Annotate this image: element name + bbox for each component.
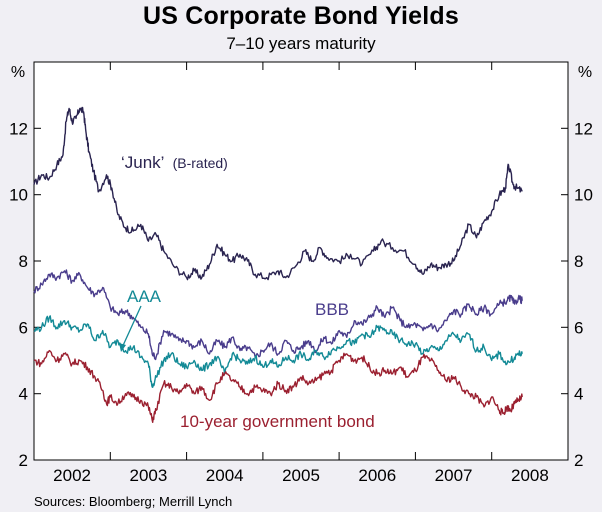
y-tick-label-left-8: 8 — [19, 252, 28, 271]
y-tick-label-right-2: 2 — [574, 451, 583, 470]
junk-label: ‘Junk’ (B-rated) — [121, 153, 228, 172]
aaa-label: AAA — [127, 287, 162, 306]
x-ticks: 2002 2003 2004 2005 2006 2007 2008 — [53, 466, 549, 485]
source-note: Sources: Bloomberg; Merrill Lynch — [34, 494, 233, 509]
y-tick-label-left-6: 6 — [19, 318, 28, 337]
y-ticks: 2 2 4 4 6 6 8 8 10 10 12 12 — [9, 119, 593, 470]
y-tick-label-right-8: 8 — [574, 252, 583, 271]
junk-label-main: ‘Junk’ — [121, 153, 164, 172]
x-tick-label-2004: 2004 — [206, 466, 244, 485]
x-tick-label-2003: 2003 — [129, 466, 167, 485]
x-tick-label-2008: 2008 — [511, 466, 549, 485]
axis-labels: % % — [11, 64, 592, 81]
bbb-label: BBB — [315, 300, 349, 319]
chart-subtitle: 7–10 years maturity — [226, 34, 376, 53]
x-tick-label-2002: 2002 — [53, 466, 91, 485]
series-line-aaa — [33, 315, 523, 388]
series-labels: ‘Junk’ (B-rated) AAA BBB 10-year governm… — [119, 153, 375, 431]
y-tick-label-left-2: 2 — [19, 451, 28, 470]
x-tick-label-2005: 2005 — [282, 466, 320, 485]
y-tick-label-right-4: 4 — [574, 385, 583, 404]
y-tick-label-left-10: 10 — [9, 186, 28, 205]
series-line-bbb — [33, 269, 523, 361]
chart-title: US Corporate Bond Yields — [143, 2, 459, 30]
x-tick-label-2006: 2006 — [358, 466, 396, 485]
x-tick-label-2007: 2007 — [435, 466, 473, 485]
y-tick-label-right-12: 12 — [574, 119, 593, 138]
y-tick-label-left-4: 4 — [19, 385, 28, 404]
series-line-10-year-government-bond — [33, 349, 523, 423]
y-tick-label-right-10: 10 — [574, 186, 593, 205]
y-unit-right: % — [578, 64, 592, 81]
y-tick-label-right-6: 6 — [574, 318, 583, 337]
year-dividers — [109, 62, 493, 460]
gov-bond-label: 10-year government bond — [180, 412, 375, 431]
series-line-junk-b-rated — [33, 106, 523, 281]
junk-label-sub: (B-rated) — [173, 155, 228, 171]
aaa-pointer-head — [119, 343, 126, 352]
y-tick-label-left-12: 12 — [9, 119, 28, 138]
aaa-pointer — [120, 305, 142, 351]
y-unit-left: % — [11, 64, 25, 81]
series-group — [33, 106, 523, 423]
